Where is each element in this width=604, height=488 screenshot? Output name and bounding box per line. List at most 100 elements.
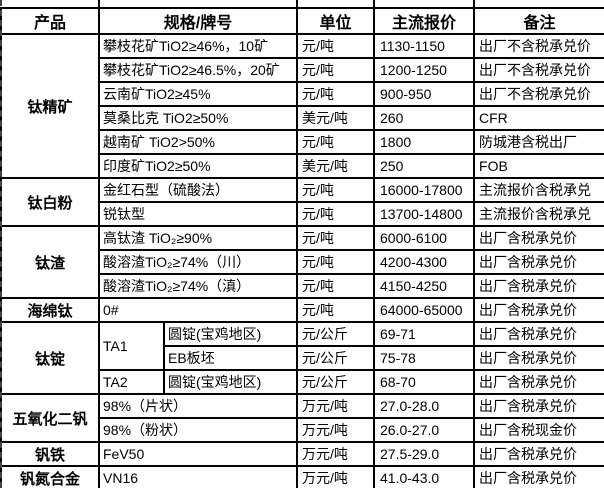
price-cell: 1130-1150 — [373, 33, 476, 59]
table-row: 钒铁 FeV50 万元/吨 27.5-29.0 出厂含税承兑价 — [0, 441, 604, 467]
table-row: 钛渣 高钛渣 TiO₂≥90% 元/吨 6000-6100 出厂含税承兑价 — [0, 225, 604, 299]
note-cell: 出厂含税承兑价 — [473, 369, 604, 395]
note-cell: 出厂含税承兑价 — [473, 249, 604, 275]
spec-cell: 金红石型（硫酸法） — [97, 177, 299, 203]
price-cell: 4200-4300 — [373, 249, 476, 275]
gridline-stub — [373, 0, 375, 7]
column-header-note: 备注 — [473, 7, 604, 35]
column-header-spec: 规格/牌号 — [97, 7, 299, 35]
spec-cell: 攀枝花矿TiO2≥46.5%，20矿 — [97, 57, 299, 83]
note-cell: 出厂不含税承兑价 — [473, 57, 604, 83]
gridline-stub — [473, 0, 475, 7]
spec-cell: 莫桑比克 TiO2≥50% — [97, 105, 299, 131]
table-row: 钛白粉 金红石型（硫酸法） 元/吨 16000-17800 主流报价含税承兑 — [0, 177, 604, 227]
note-cell: 出厂含税承兑价 — [473, 441, 604, 467]
price-cell: 900-950 — [373, 81, 476, 107]
note-cell: 出厂含税承兑价 — [473, 321, 604, 347]
table-row: 印度矿TiO2≥50% 美元/吨 250 FOB — [1, 153, 604, 179]
unit-cell: 元/吨 — [296, 273, 376, 299]
unit-cell: 元/吨 — [296, 177, 376, 203]
table-row: 钛锭 TA1 圆锭(宝鸡地区) 元/公斤 69-71 出厂含税承兑价 — [0, 321, 604, 395]
spec-cell: 锐钛型 — [97, 201, 299, 227]
price-table: 产品 规格/牌号 单位 主流报价 备注 钛精矿 攀枝花矿TiO2≥46%，10矿元… — [0, 7, 604, 488]
price-cell: 27.5-29.0 — [373, 441, 476, 467]
product-cell: 钒铁 — [0, 441, 100, 467]
price-cell: 260 — [373, 105, 476, 131]
table-row: 酸溶渣TiO₂≥74%（川） 元/吨 4200-4300 出厂含税承兑价 — [1, 249, 604, 275]
unit-cell: 元/吨 — [296, 297, 376, 323]
spec-cell: 云南矿TiO2≥45% — [97, 81, 299, 107]
product-cell: 钛精矿 — [0, 33, 100, 179]
price-cell: 16000-17800 — [373, 177, 476, 203]
table-row: 锐钛型 元/吨 13700-14800 主流报价含税承兑 — [1, 201, 604, 227]
unit-cell: 元/吨 — [296, 225, 376, 251]
spec-cell: FeV50 — [97, 441, 299, 467]
price-cell: 250 — [373, 153, 476, 179]
unit-cell: 元/吨 — [296, 57, 376, 83]
price-cell: 1200-1250 — [373, 57, 476, 83]
selection-marquee-left — [0, 0, 2, 488]
unit-cell: 万元/吨 — [296, 465, 376, 488]
price-cell: 69-71 — [373, 321, 476, 347]
spec-cell: 0# — [97, 297, 299, 323]
unit-cell: 元/吨 — [296, 201, 376, 227]
spec-cell: 98%（粉状） — [97, 417, 299, 443]
table-row: 酸溶渣TiO₂≥74%（滇） 元/吨 4150-4250 出厂含税承兑价 — [1, 273, 604, 299]
column-header-unit: 单位 — [296, 7, 376, 35]
spec-cell: 酸溶渣TiO₂≥74%（川） — [97, 249, 299, 275]
column-header-product: 产品 — [0, 7, 100, 35]
unit-cell: 美元/吨 — [296, 153, 376, 179]
gridline-stub — [98, 0, 100, 7]
gridline-stub — [296, 0, 298, 7]
note-cell: 防城港含税出厂 — [473, 129, 604, 155]
product-cell: 钛白粉 — [0, 177, 100, 227]
spec-cell: 圆锭(宝鸡地区) — [162, 369, 299, 395]
spec-cell: 98%（片状） — [97, 393, 299, 419]
table-row: 越南矿 TiO2>50% 元/吨 1800 防城港含税出厂 — [1, 129, 604, 155]
price-cell: 4150-4250 — [373, 273, 476, 299]
note-cell: FOB — [473, 153, 604, 179]
unit-cell: 万元/吨 — [296, 441, 376, 467]
price-cell: 41.0-43.0 — [373, 465, 476, 488]
price-cell: 75-78 — [373, 345, 476, 371]
note-cell: 出厂含税承兑价 — [473, 225, 604, 251]
table-row: 攀枝花矿TiO2≥46.5%，20矿 元/吨 1200-1250 出厂不含税承兑价 — [1, 57, 604, 83]
unit-cell: 元/公斤 — [296, 345, 376, 371]
table-row: 钛精矿 攀枝花矿TiO2≥46%，10矿 元/吨 1130-1150 出厂不含税承兑价 — [0, 33, 604, 179]
header-row: 产品 规格/牌号 单位 主流报价 备注 — [0, 7, 604, 35]
note-cell: 出厂含税承兑价 — [473, 393, 604, 419]
product-cell: 钛锭 — [0, 321, 100, 395]
table-row: 云南矿TiO2≥45% 元/吨 900-950 出厂不含税承兑价 — [1, 81, 604, 107]
note-cell: 出厂不含税承兑价 — [473, 81, 604, 107]
spec-cell: 圆锭(宝鸡地区) — [162, 321, 299, 347]
price-cell: 68-70 — [373, 369, 476, 395]
unit-cell: 元/吨 — [296, 33, 376, 59]
product-cell: 钛渣 — [0, 225, 100, 299]
unit-cell: 万元/吨 — [296, 393, 376, 419]
product-cell: 海绵钛 — [0, 297, 100, 323]
unit-cell: 元/吨 — [296, 129, 376, 155]
table-row: 98%（粉状） 万元/吨 26.0-27.0 出厂含税现金价 — [1, 417, 604, 443]
price-cell: 26.0-27.0 — [373, 417, 476, 443]
price-cell: 13700-14800 — [373, 201, 476, 227]
note-cell: 出厂含税承兑价 — [473, 297, 604, 323]
grade-cell: TA2 — [98, 369, 165, 395]
unit-cell: 元/吨 — [296, 249, 376, 275]
note-cell: 出厂含税承兑价 — [473, 345, 604, 371]
table-row: TA2 圆锭(宝鸡地区) 元/公斤 68-70 出厂含税承兑价 — [1, 369, 604, 395]
spec-cell: 高钛渣 TiO₂≥90% — [97, 225, 299, 251]
note-cell: CFR — [473, 105, 604, 131]
price-cell: 64000-65000 — [373, 297, 476, 323]
spec-cell: 越南矿 TiO2>50% — [97, 129, 299, 155]
note-cell: 出厂含税现金价 — [473, 417, 604, 443]
unit-cell: 元/公斤 — [296, 321, 376, 347]
note-cell: 出厂含税承兑价 — [473, 465, 604, 488]
note-cell: 出厂含税承兑价 — [473, 273, 604, 299]
table-row: 五氧化二钒 98%（片状） 万元/吨 27.0-28.0 出厂含税承兑价 — [0, 393, 604, 443]
column-header-price: 主流报价 — [373, 7, 476, 35]
unit-cell: 元/公斤 — [296, 369, 376, 395]
product-cell: 钒氮合金 — [0, 465, 100, 488]
spec-cell: EB板坯 — [162, 345, 299, 371]
note-cell: 主流报价含税承兑 — [473, 201, 604, 227]
grade-cell: TA1 — [98, 321, 165, 371]
